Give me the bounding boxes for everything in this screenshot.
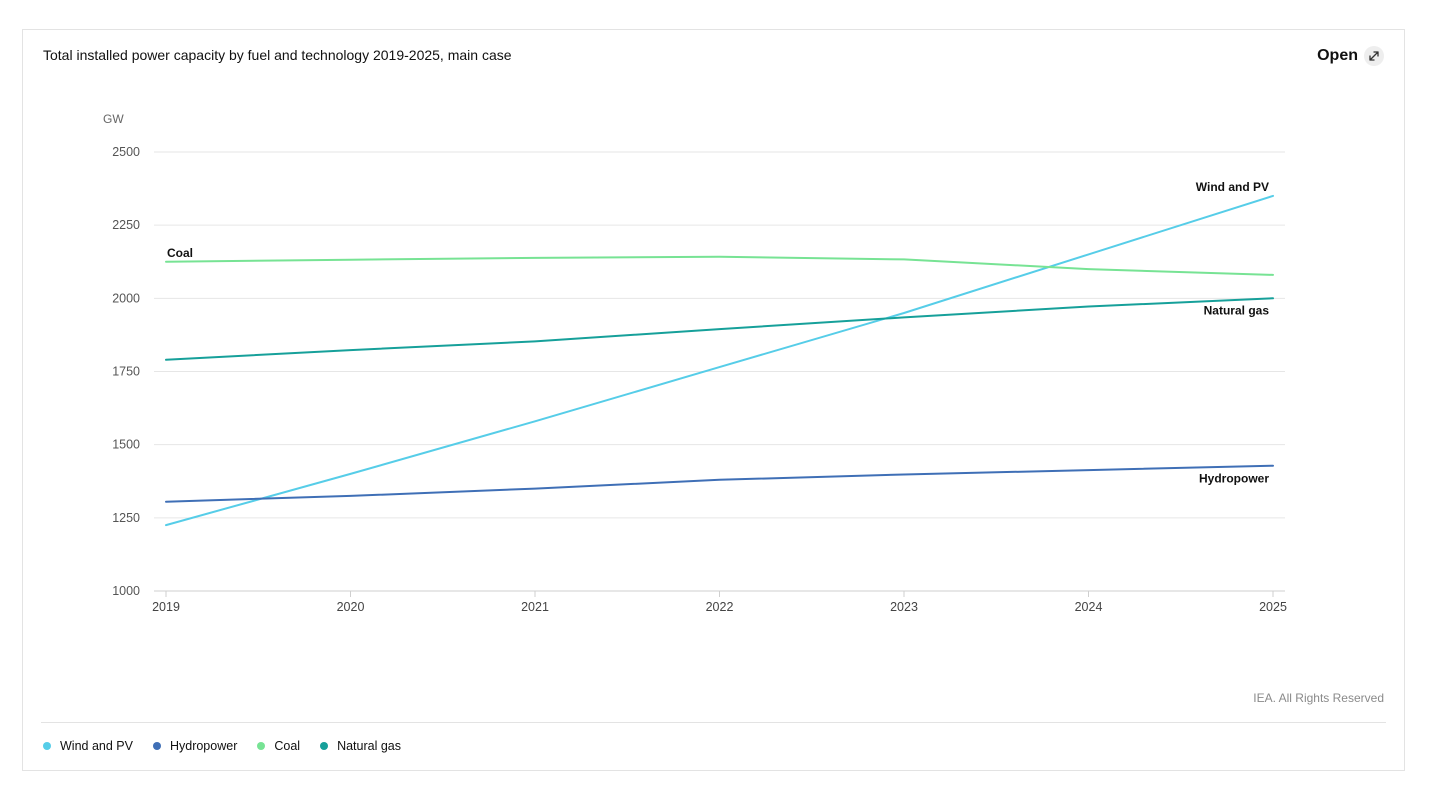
- legend-swatch: [43, 742, 51, 750]
- legend-item-wind-and-pv[interactable]: Wind and PV: [43, 739, 133, 753]
- y-tick-label: 1250: [112, 511, 140, 525]
- legend-label: Wind and PV: [60, 739, 133, 753]
- series-line-coal[interactable]: [165, 255, 1274, 276]
- y-tick-label: 1500: [112, 438, 140, 452]
- series-label-hydropower: Hydropower: [1199, 472, 1269, 486]
- legend-swatch: [152, 742, 161, 750]
- line-chart: GW 1000 1250 1500 1750 2000 2250 2500 2019 2020 2…: [103, 112, 1287, 614]
- series-label-wind-and-pv: Wind and PV: [1196, 180, 1269, 194]
- x-tick-label: 2021: [521, 600, 549, 614]
- series-line-wind-and-pv[interactable]: [165, 194, 1274, 527]
- x-tick-label: 2023: [890, 600, 918, 614]
- x-tick-label: 2019: [152, 600, 180, 614]
- y-tick-label: 1750: [112, 365, 140, 379]
- series-label-coal: Coal: [167, 246, 193, 260]
- series-label-natural-gas: Natural gas: [1204, 303, 1270, 317]
- legend-item-natural-gas[interactable]: Natural gas: [320, 739, 401, 753]
- legend-item-coal[interactable]: Coal: [257, 739, 300, 753]
- x-tick-label: 2024: [1075, 600, 1103, 614]
- legend-label: Coal: [274, 739, 301, 753]
- y-tick-label: 2250: [112, 218, 140, 232]
- open-button-label: Open: [1317, 47, 1358, 64]
- y-tick-label: 1000: [112, 584, 140, 598]
- legend-label: Natural gas: [337, 739, 402, 753]
- legend-label: Hydropower: [169, 739, 238, 753]
- legend-item-hydropower[interactable]: Hydropower: [152, 739, 238, 753]
- chart-card: Total installed power capacity by fuel a…: [22, 29, 1405, 771]
- y-axis-label: GW: [103, 112, 124, 126]
- expand-arrows-icon: [1364, 46, 1384, 66]
- copyright-note: IEA. All Rights Reserved: [1253, 691, 1384, 705]
- chart-legend: Wind and PV Hydropower Coal Natural gas: [43, 739, 401, 753]
- open-button[interactable]: Open: [1317, 46, 1384, 66]
- y-tick-label: 2000: [112, 291, 140, 305]
- series-line-natural-gas[interactable]: [165, 297, 1274, 361]
- legend-divider: [41, 722, 1386, 723]
- x-tick-label: 2025: [1259, 600, 1287, 614]
- legend-swatch: [257, 742, 266, 750]
- y-tick-label: 2500: [112, 145, 140, 159]
- series-line-hydropower[interactable]: [165, 464, 1274, 503]
- x-tick-label: 2022: [706, 600, 734, 614]
- x-tick-label: 2020: [337, 600, 365, 614]
- legend-swatch: [320, 742, 329, 750]
- chart-title: Total installed power capacity by fuel a…: [43, 47, 512, 63]
